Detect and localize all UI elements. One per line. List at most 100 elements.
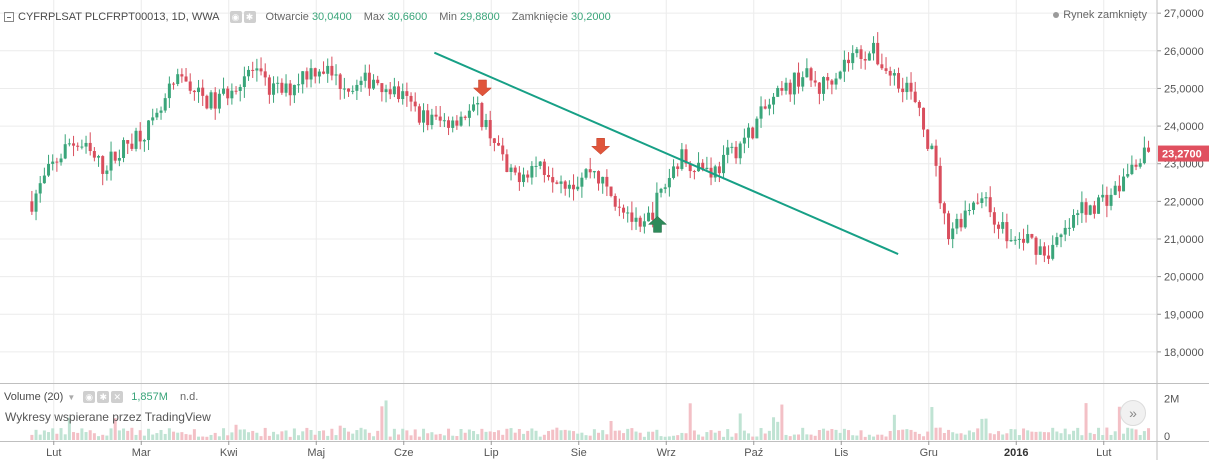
time-tick-label: Kwi <box>220 447 238 459</box>
volume-bar <box>172 431 176 440</box>
status-dot-icon <box>1053 12 1060 18</box>
candle-body <box>455 120 459 126</box>
candle-body <box>217 93 221 109</box>
candle-body <box>788 82 792 95</box>
candle-body <box>913 91 917 103</box>
chart-legend: CYFRPLSAT PLCFRPT00013, 1D, WWA ◉ ✱ Otwa… <box>4 8 623 26</box>
candle-body <box>663 187 667 189</box>
candle-body <box>172 83 176 85</box>
volume-bar <box>722 436 726 440</box>
volume-bar <box>76 432 80 440</box>
candle-body <box>363 72 367 81</box>
candle-body <box>901 88 905 93</box>
candle-body <box>397 86 401 100</box>
candle-body <box>117 157 121 161</box>
candle-body <box>980 198 984 203</box>
volume-bar <box>642 436 646 440</box>
volume-bar <box>947 429 951 440</box>
close-icon[interactable]: ✕ <box>111 391 124 403</box>
candle-body <box>392 86 396 95</box>
candle-body <box>1138 163 1142 167</box>
dropdown-arrow-icon[interactable]: ▼ <box>67 392 76 402</box>
high-value: 30,6600 <box>387 11 428 23</box>
volume-bar <box>1084 403 1088 440</box>
candle-body <box>563 181 567 189</box>
volume-bar <box>72 432 76 440</box>
volume-bar <box>905 429 909 440</box>
volume-bar <box>309 429 313 440</box>
volume-bar <box>605 434 609 440</box>
price-tick-label: 23,0000 <box>1164 159 1204 171</box>
eye-icon[interactable]: ◉ <box>83 391 96 403</box>
candle-body <box>651 212 655 220</box>
eye-icon[interactable]: ◉ <box>229 11 242 23</box>
candle-body <box>238 87 242 91</box>
candle-body <box>472 104 476 111</box>
candle-body <box>1105 194 1109 206</box>
double-chevron-right-icon: » <box>1129 405 1137 421</box>
candle-body <box>622 207 626 213</box>
candle-body <box>180 74 184 77</box>
time-tick-label: Lis <box>834 447 849 459</box>
tradingview-credit[interactable]: Wykresy wspierane przez TradingView <box>5 410 211 424</box>
volume-bar <box>163 433 167 440</box>
volume-bar <box>392 428 396 440</box>
candle-body <box>751 127 755 139</box>
candle-body <box>359 80 363 85</box>
volume-bar <box>313 434 317 440</box>
volume-bar <box>488 431 492 440</box>
volume-bar <box>422 428 426 440</box>
volume-bar <box>576 433 580 440</box>
candle-body <box>967 209 971 211</box>
gear-icon[interactable]: ✱ <box>243 11 256 23</box>
volume-value: 1,857M <box>131 391 168 403</box>
candle-body <box>647 212 651 222</box>
volume-bar <box>872 436 876 440</box>
volume-bar <box>84 432 88 440</box>
volume-bar <box>30 434 34 440</box>
candle-body <box>630 212 634 222</box>
volume-bar <box>238 429 242 440</box>
volume-bar <box>972 432 976 440</box>
volume-bar <box>934 427 938 440</box>
volume-bar <box>659 436 663 440</box>
candle-body <box>38 183 42 194</box>
volume-bar <box>338 425 342 440</box>
candle-body <box>242 76 246 88</box>
candle-body <box>188 81 192 91</box>
volume-bar <box>497 430 501 440</box>
candle-body <box>92 151 96 158</box>
candle-body <box>542 161 546 175</box>
volume-bar <box>426 433 430 440</box>
candle-body <box>201 87 205 96</box>
volume-bar <box>817 430 821 440</box>
volume-bar <box>117 430 121 440</box>
volume-bar <box>580 432 584 440</box>
volume-bar <box>734 433 738 440</box>
volume-bar <box>138 430 142 440</box>
volume-bar <box>417 436 421 440</box>
volume-bar <box>630 428 634 440</box>
volume-bar <box>951 432 955 440</box>
volume-bar <box>967 430 971 440</box>
volume-bar <box>292 428 296 440</box>
volume-bar <box>772 417 776 440</box>
volume-bar <box>563 429 567 440</box>
scroll-to-end-button[interactable]: » <box>1120 400 1146 426</box>
volume-bar <box>884 436 888 440</box>
volume-bar <box>388 436 392 440</box>
markers <box>472 79 668 233</box>
volume-bar <box>301 431 305 440</box>
candle-body <box>1063 227 1067 235</box>
candle-body <box>351 90 355 92</box>
collapse-icon[interactable] <box>4 12 14 22</box>
candle-body <box>938 165 942 204</box>
volume-bar <box>484 431 488 440</box>
gear-icon[interactable]: ✱ <box>97 391 110 403</box>
candle-body <box>434 114 438 117</box>
volume-bar <box>1088 432 1092 440</box>
volume-bar <box>759 428 763 440</box>
